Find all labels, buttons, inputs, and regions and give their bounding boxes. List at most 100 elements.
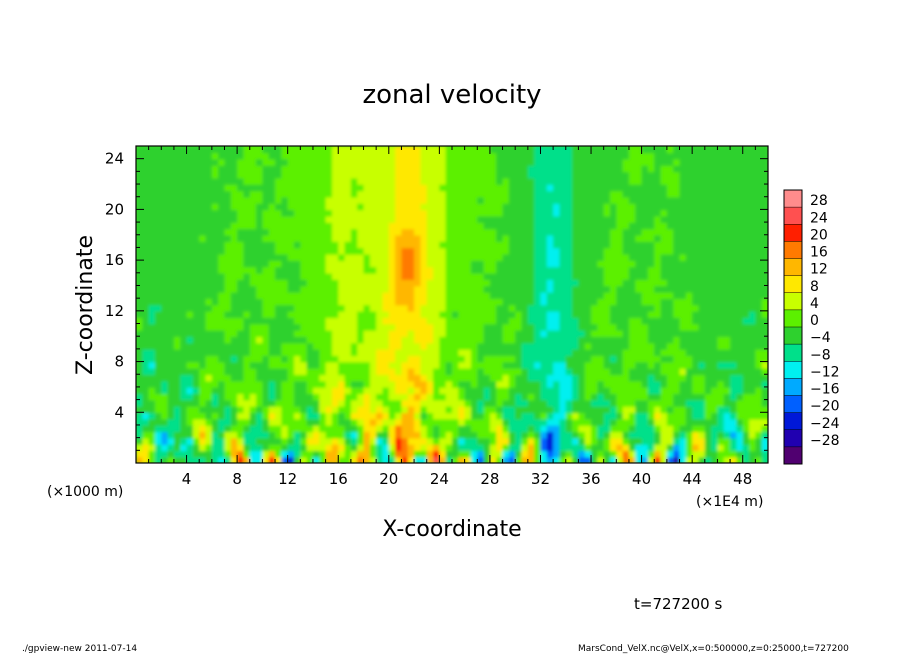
heatmap-cell <box>338 323 346 331</box>
heatmap-cell <box>464 374 472 382</box>
heatmap-cell <box>628 234 637 242</box>
heatmap-cell <box>211 323 219 331</box>
heatmap-cell <box>546 222 554 230</box>
heatmap-cell <box>591 342 599 350</box>
heatmap-cell <box>325 222 333 230</box>
heatmap-cell <box>502 209 510 217</box>
heatmap-cell <box>597 152 605 160</box>
heatmap-cell <box>161 374 169 382</box>
heatmap-cell <box>433 443 441 452</box>
heatmap-cell <box>755 405 763 414</box>
heatmap-cell <box>224 165 232 173</box>
heatmap-cell <box>723 228 731 236</box>
heatmap-cell <box>616 266 624 274</box>
heatmap-cell <box>363 222 371 230</box>
heatmap-cell <box>679 399 687 407</box>
heatmap-cell <box>496 222 504 230</box>
heatmap-cell <box>401 291 409 299</box>
heatmap-cell <box>205 241 213 249</box>
heatmap-cell <box>761 209 768 217</box>
heatmap-cell <box>464 165 472 173</box>
heatmap-cell <box>306 412 314 420</box>
heatmap-cell <box>300 228 308 236</box>
heatmap-cell <box>136 196 144 204</box>
heatmap-cell <box>154 437 163 445</box>
heatmap-cell <box>312 456 321 463</box>
heatmap-cell <box>218 253 226 261</box>
heatmap-cell <box>142 177 150 185</box>
heatmap-cell <box>262 285 270 293</box>
heatmap-cell <box>414 272 422 280</box>
heatmap-cell <box>628 196 637 204</box>
heatmap-cell <box>616 342 624 350</box>
heatmap-cell <box>635 336 643 344</box>
heatmap-cell <box>445 234 453 242</box>
heatmap-cell <box>281 260 289 268</box>
heatmap-cell <box>382 241 390 249</box>
heatmap-cell <box>711 241 719 249</box>
heatmap-cell <box>502 272 510 280</box>
heatmap-cell <box>395 424 403 433</box>
heatmap-cell <box>470 272 479 280</box>
heatmap-cell <box>565 323 573 331</box>
heatmap-cell <box>319 158 327 166</box>
heatmap-cell <box>546 418 554 426</box>
heatmap-cell <box>262 374 270 382</box>
heatmap-cell <box>610 209 618 217</box>
heatmap-cell <box>534 298 542 306</box>
heatmap-cell <box>736 355 744 363</box>
heatmap-cell <box>376 291 384 299</box>
heatmap-cell <box>180 279 188 287</box>
heatmap-cell <box>685 234 693 242</box>
heatmap-cell <box>294 272 302 280</box>
heatmap-cell <box>426 386 434 395</box>
heatmap-cell <box>439 367 447 376</box>
heatmap-cell <box>584 386 592 395</box>
heatmap-cell <box>679 412 687 420</box>
heatmap-cell <box>597 203 605 211</box>
heatmap-cell <box>199 393 207 401</box>
heatmap-cell <box>572 228 580 236</box>
heatmap-cell <box>369 405 377 414</box>
heatmap-cell <box>300 272 308 280</box>
heatmap-cell <box>477 431 485 439</box>
heatmap-cell <box>426 234 434 242</box>
heatmap-cell <box>692 418 700 426</box>
heatmap-cell <box>452 380 460 388</box>
heatmap-cell <box>357 203 365 211</box>
heatmap-cell <box>717 279 725 287</box>
heatmap-cell <box>565 317 573 325</box>
heatmap-cell <box>546 209 554 217</box>
heatmap-cell <box>199 443 207 452</box>
heatmap-cell <box>376 361 384 369</box>
heatmap-cell <box>218 412 226 420</box>
heatmap-cell <box>483 380 491 388</box>
heatmap-cell <box>325 146 333 154</box>
heatmap-cell <box>730 342 738 350</box>
heatmap-cell <box>723 361 731 369</box>
heatmap-cell <box>515 348 523 357</box>
heatmap-cell <box>736 412 744 420</box>
heatmap-cell <box>312 304 321 312</box>
heatmap-cell <box>350 209 358 217</box>
heatmap-cell <box>654 165 662 173</box>
heatmap-cell <box>749 291 757 299</box>
heatmap-cell <box>306 450 314 458</box>
heatmap-cell <box>470 215 479 223</box>
heatmap-cell <box>338 203 346 211</box>
heatmap-cell <box>641 146 649 154</box>
heatmap-cell <box>218 374 226 382</box>
heatmap-cell <box>363 253 371 261</box>
heatmap-cell <box>666 158 674 166</box>
heatmap-cell <box>502 437 510 445</box>
heatmap-cell <box>736 209 744 217</box>
heatmap-cell <box>527 323 535 331</box>
heatmap-cell <box>641 209 649 217</box>
heatmap-cell <box>685 203 693 211</box>
heatmap-cell <box>755 304 763 312</box>
heatmap-cell <box>546 228 554 236</box>
heatmap-cell <box>167 260 175 268</box>
heatmap-cell <box>154 336 163 344</box>
heatmap-cell <box>496 165 504 173</box>
heatmap-cell <box>483 329 491 337</box>
